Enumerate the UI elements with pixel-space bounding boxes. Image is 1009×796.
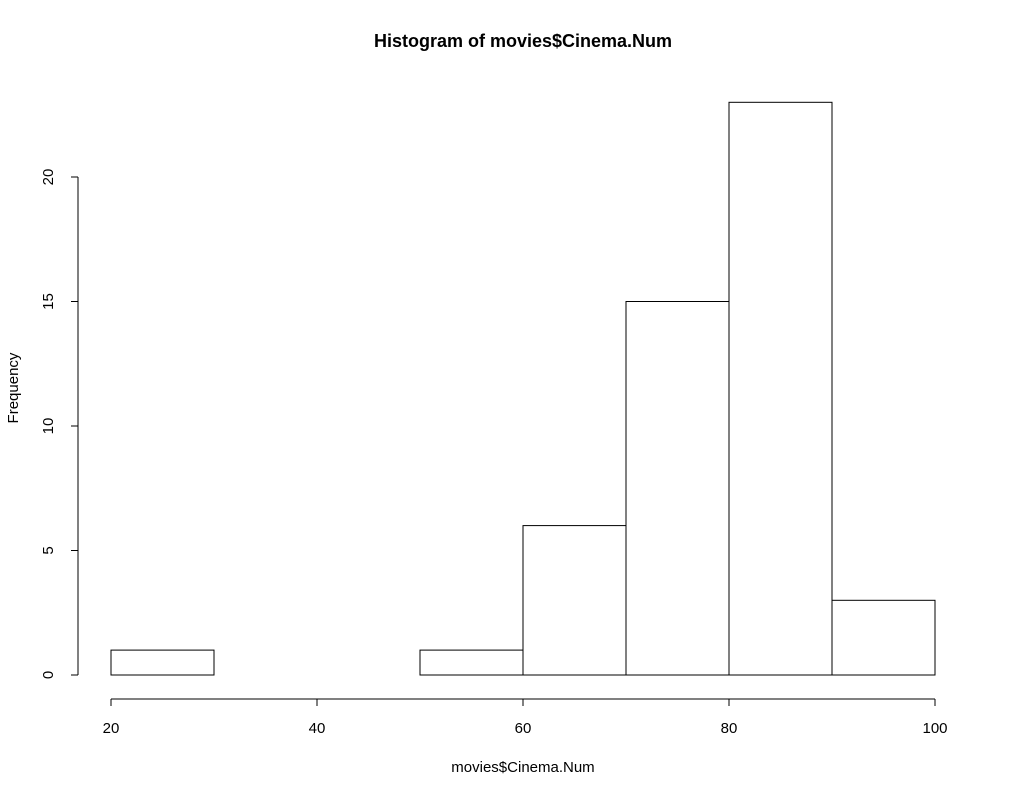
bars-group xyxy=(110,101,936,676)
x-axis-title: movies$Cinema.Num xyxy=(451,759,594,776)
histogram-bar-80-90 xyxy=(728,101,833,676)
x-tick-label: 60 xyxy=(515,720,532,737)
y-tick-label: 0 xyxy=(40,671,57,679)
y-tick-label: 10 xyxy=(40,418,57,435)
x-axis: 20 40 60 80 100 xyxy=(103,698,948,737)
histogram-bar-70-80 xyxy=(625,301,730,676)
x-tick-label: 20 xyxy=(103,720,120,737)
x-tick-label: 80 xyxy=(721,720,738,737)
y-tick-label: 20 xyxy=(40,169,57,186)
y-tick-label: 5 xyxy=(40,546,57,554)
x-tick-label: 100 xyxy=(922,720,947,737)
chart-title: Histogram of movies$Cinema.Num xyxy=(374,31,672,51)
x-tick-label: 40 xyxy=(309,720,326,737)
histogram-bar-60-70 xyxy=(522,525,627,676)
y-axis-title: Frequency xyxy=(5,352,22,423)
y-tick-label: 15 xyxy=(40,293,57,310)
histogram-bar-50-60 xyxy=(419,649,524,676)
histogram-bar-90-100 xyxy=(831,599,936,676)
y-axis: 0 5 10 15 20 xyxy=(40,169,79,679)
histogram-bar-20-30 xyxy=(110,649,215,676)
